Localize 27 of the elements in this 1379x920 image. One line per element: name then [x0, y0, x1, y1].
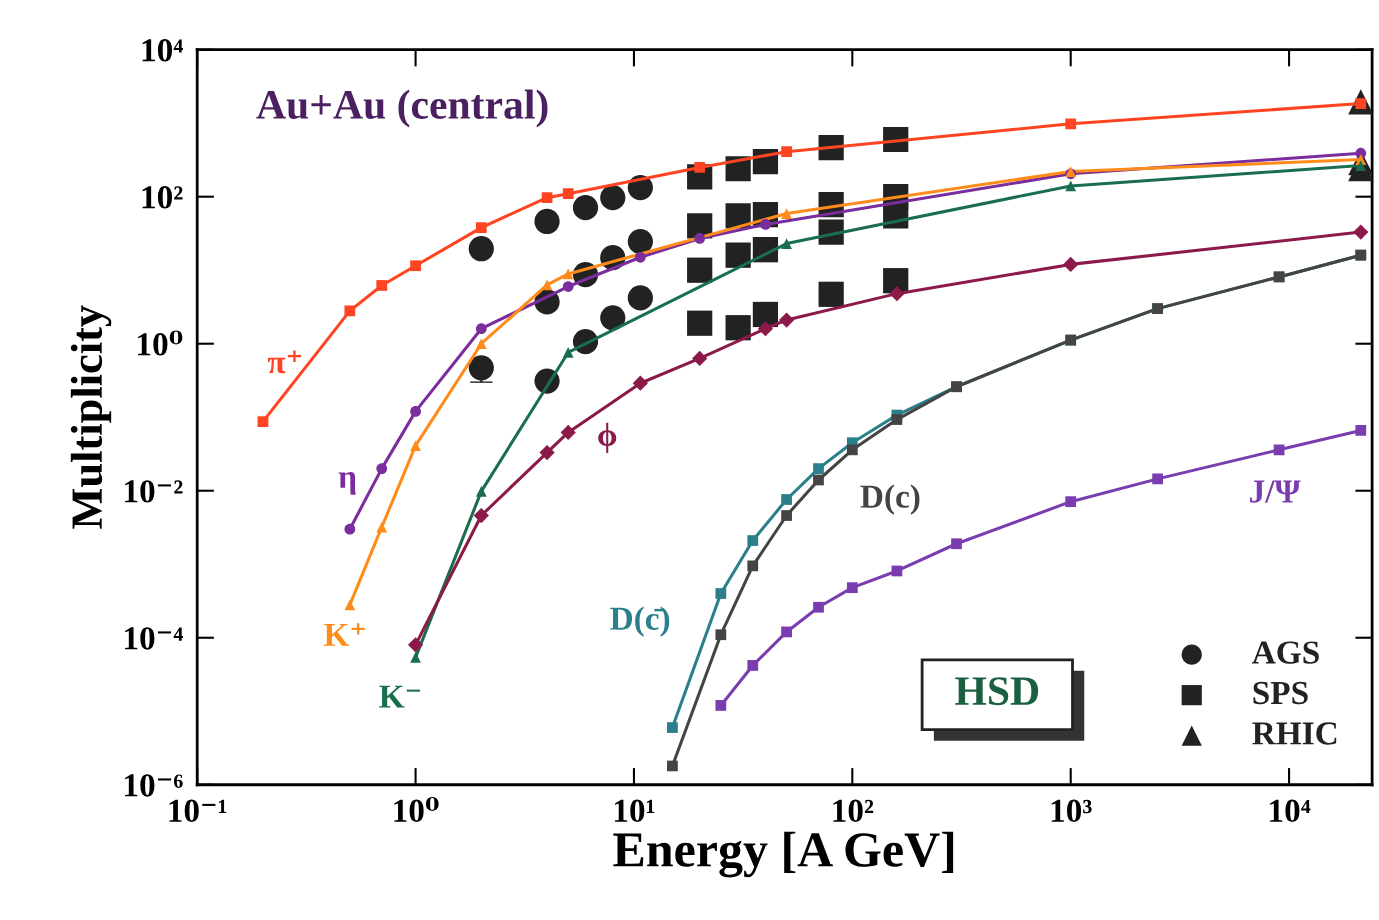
y-tick-label: 10⁻⁶ — [125, 774, 183, 797]
x-tick-label: 10⁴ — [1270, 799, 1311, 823]
x-axis-title: Energy [A GeV] — [613, 831, 954, 878]
text: Au+Au (central) — [256, 89, 548, 128]
series-label: D(c) — [860, 484, 920, 515]
series-label: J/Ψ — [1250, 480, 1301, 503]
y-axis-title: Multiplicity — [70, 305, 112, 529]
series-label: K⁺ — [324, 623, 365, 646]
x-tick-label: 10¹ — [614, 799, 655, 823]
legend-label: RHIC — [1252, 722, 1337, 745]
x-tick-label: 10³ — [1051, 799, 1092, 823]
series-label: π⁺ — [267, 350, 302, 374]
y-tick-label: 10⁰ — [138, 330, 183, 356]
series-label: η — [338, 472, 356, 495]
series-label: K⁻ — [379, 685, 420, 708]
legend-label: AGS — [1252, 641, 1319, 664]
y-tick-label: 10⁻² — [125, 480, 183, 503]
series-label: D(c̄) — [610, 606, 670, 637]
y-tick-label: 10² — [142, 186, 183, 209]
y-tick-label: 10⁻⁴ — [125, 627, 183, 650]
legend-label: SPS — [1253, 681, 1308, 705]
x-tick-label: 10² — [833, 799, 874, 823]
series-label: ϕ — [598, 422, 617, 453]
x-tick-label: 10⁰ — [394, 797, 439, 823]
x-tick-label: 10⁻¹ — [169, 799, 227, 823]
y-tick-label: 10⁴ — [142, 39, 183, 62]
annotation: HSD — [955, 677, 1039, 706]
